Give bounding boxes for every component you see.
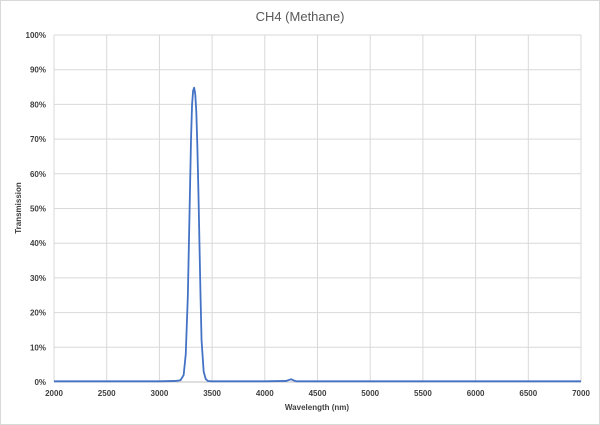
x-tick-label: 5500 bbox=[414, 389, 432, 398]
x-tick-label: 4500 bbox=[309, 389, 327, 398]
y-tick-label: 20% bbox=[30, 309, 46, 318]
x-tick-label: 4000 bbox=[256, 389, 274, 398]
data-series bbox=[54, 86, 581, 383]
y-tick-label: 60% bbox=[30, 170, 46, 179]
transmission-line bbox=[54, 86, 581, 383]
x-tick-label: 3000 bbox=[151, 389, 169, 398]
x-tick-label: 2000 bbox=[45, 389, 63, 398]
y-tick-label: 80% bbox=[30, 100, 46, 109]
x-axis-title: Wavelength (nm) bbox=[285, 403, 349, 412]
x-tick-labels: 2000 2500 3000 3500 4000 4500 5000 5500 6000 6500… bbox=[45, 389, 590, 398]
y-tick-labels: 0% 10% 20% 30% 40% 50% 60% 70% 80% 90% 100% bbox=[26, 31, 46, 387]
y-tick-label: 40% bbox=[30, 239, 46, 248]
x-tick-label: 5000 bbox=[361, 389, 379, 398]
y-tick-label: 10% bbox=[30, 343, 46, 352]
y-axis-title: Transmission bbox=[14, 182, 23, 234]
y-tick-label: 0% bbox=[34, 378, 46, 387]
y-tick-label: 90% bbox=[30, 66, 46, 75]
y-tick-label: 50% bbox=[30, 205, 46, 214]
x-tick-label: 3500 bbox=[203, 389, 221, 398]
x-tick-label: 2500 bbox=[98, 389, 116, 398]
x-tick-label: 6000 bbox=[467, 389, 485, 398]
y-tick-label: 100% bbox=[26, 31, 46, 40]
x-tick-label: 6500 bbox=[519, 389, 537, 398]
x-tick-label: 7000 bbox=[572, 389, 590, 398]
y-tick-label: 30% bbox=[30, 274, 46, 283]
grid-lines bbox=[53, 34, 582, 383]
y-tick-label: 70% bbox=[30, 135, 46, 144]
chart-title: CH4 (Methane) bbox=[255, 9, 345, 24]
